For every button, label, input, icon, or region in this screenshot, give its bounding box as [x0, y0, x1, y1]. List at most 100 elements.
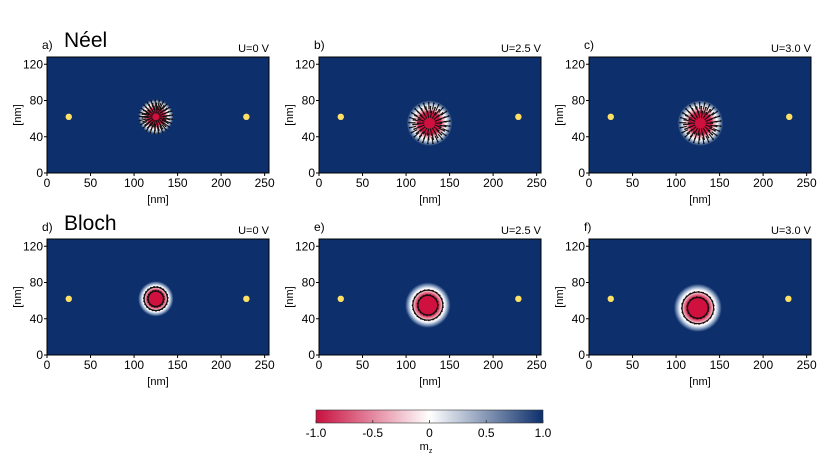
x-tick-label: 0 — [586, 176, 593, 190]
colorbar-tick-label: -0.5 — [362, 426, 383, 440]
spin-arrow — [696, 106, 699, 114]
y-axis-label: [nm] — [12, 286, 24, 307]
spin-arrow-head — [140, 123, 142, 126]
spin-arrow-head — [445, 110, 448, 113]
spin-arrow-head — [143, 104, 145, 107]
spin-arrow-head — [684, 135, 687, 138]
spin-arrow-head — [703, 102, 706, 105]
spin-arrow — [682, 129, 689, 134]
x-tick-label: 250 — [527, 358, 547, 372]
spin-arrow — [435, 109, 440, 116]
spin-arrow — [423, 127, 428, 134]
spin-arrow — [709, 107, 715, 113]
spin-arrow — [689, 118, 696, 122]
spin-arrow — [704, 131, 710, 138]
electrode-dot — [786, 113, 793, 121]
spin-arrow-head — [422, 102, 425, 105]
spin-arrow-head — [436, 136, 439, 139]
spin-arrow-head — [683, 118, 686, 121]
spin-arrow — [684, 132, 691, 138]
spin-arrow — [157, 107, 162, 115]
x-tick-label: 150 — [440, 358, 460, 372]
spin-arrow — [409, 125, 417, 129]
colorbar-tick-label: 0.5 — [478, 426, 495, 440]
spin-arrow — [702, 112, 707, 119]
spin-arrow — [418, 118, 425, 122]
spin-arrow — [414, 114, 421, 119]
y-tick-label: 120 — [565, 239, 585, 253]
spin-arrow-head — [707, 136, 710, 139]
y-tick-label: 120 — [565, 57, 585, 71]
x-tick-label: 50 — [626, 358, 640, 372]
spin-arrow-head — [693, 102, 696, 105]
spin-arrow-head — [679, 121, 681, 124]
spin-arrow — [440, 111, 447, 116]
spin-arrow-head — [158, 99, 161, 102]
y-tick-label: 40 — [302, 312, 316, 326]
spin-arrow-head — [422, 132, 425, 135]
spin-arrow — [427, 137, 429, 144]
x-tick-label: 250 — [527, 176, 547, 190]
spin-arrow — [706, 104, 711, 111]
spin-arrow — [683, 123, 691, 126]
spin-arrow-head — [430, 110, 433, 113]
spin-arrow — [146, 102, 152, 109]
panels: 0 50 100 150 200 250 0 40 80 120 [nm] [nm] a) U=0 V 0 5… — [12, 38, 817, 388]
y-tick-label: 40 — [302, 130, 316, 144]
panel-frame — [46, 56, 270, 174]
spin-arrow-head — [709, 108, 712, 111]
spin-arrow — [432, 107, 436, 114]
spin-arrow-head — [166, 300, 169, 303]
spin-arrow-head — [688, 139, 690, 142]
spin-arrow — [155, 106, 159, 114]
spin-arrow — [419, 131, 425, 137]
spin-arrow — [694, 127, 699, 134]
x-tick-label: 50 — [356, 358, 370, 372]
spin-arrow-head — [442, 306, 444, 309]
spin-arrow-head — [165, 128, 168, 131]
spin-arrow-head — [711, 133, 714, 136]
spin-arrow-head — [418, 104, 420, 107]
spin-arrow — [437, 112, 443, 118]
spin-arrow-head — [410, 131, 413, 134]
spin-arrow-head — [442, 106, 444, 109]
spin-arrow — [431, 136, 434, 144]
panel-frame — [588, 56, 812, 174]
spin-arrow — [707, 129, 713, 136]
spin-arrow — [691, 115, 697, 121]
spin-arrow — [158, 117, 166, 121]
spin-arrow-head — [679, 126, 682, 129]
spin-arrow — [414, 108, 420, 114]
voltage-label: U=2.5 V — [501, 43, 542, 55]
spin-arrow — [417, 134, 423, 141]
spin-arrow — [420, 115, 426, 121]
spin-arrow-head — [150, 100, 152, 102]
spin-arrow — [705, 109, 711, 116]
spin-arrow-head — [170, 110, 173, 112]
spin-arrow-head — [168, 106, 171, 109]
x-tick-label: 100 — [666, 358, 686, 372]
spin-arrow-head — [429, 105, 432, 108]
spin-arrow — [156, 126, 160, 134]
spin-arrow-head — [171, 114, 174, 117]
spin-arrow — [161, 119, 169, 124]
spin-arrow — [442, 128, 449, 132]
panel-e: 0 50 100 150 200 250 0 40 80 120 [nm] [nm] e) U=2.5 V — [284, 220, 547, 388]
spin-arrow — [142, 113, 149, 116]
colorbar-label: mz — [420, 441, 433, 455]
spin-arrow-head — [426, 142, 429, 145]
x-tick-label: 200 — [211, 358, 231, 372]
spin-arrow — [161, 293, 165, 300]
spin-arrow-head — [168, 125, 170, 128]
spin-arrow — [685, 108, 691, 114]
spin-arrow-head — [426, 133, 429, 136]
spin-arrow — [411, 129, 418, 134]
y-tick-label: 0 — [36, 348, 43, 362]
spin-arrow-head — [716, 110, 719, 113]
spin-arrow-head — [710, 126, 713, 129]
spin-arrow-head — [443, 129, 446, 132]
spin-arrow-head — [701, 110, 704, 113]
y-tick-label: 80 — [572, 94, 586, 108]
spin-arrow-head — [146, 101, 149, 104]
x-tick-label: 200 — [211, 176, 231, 190]
